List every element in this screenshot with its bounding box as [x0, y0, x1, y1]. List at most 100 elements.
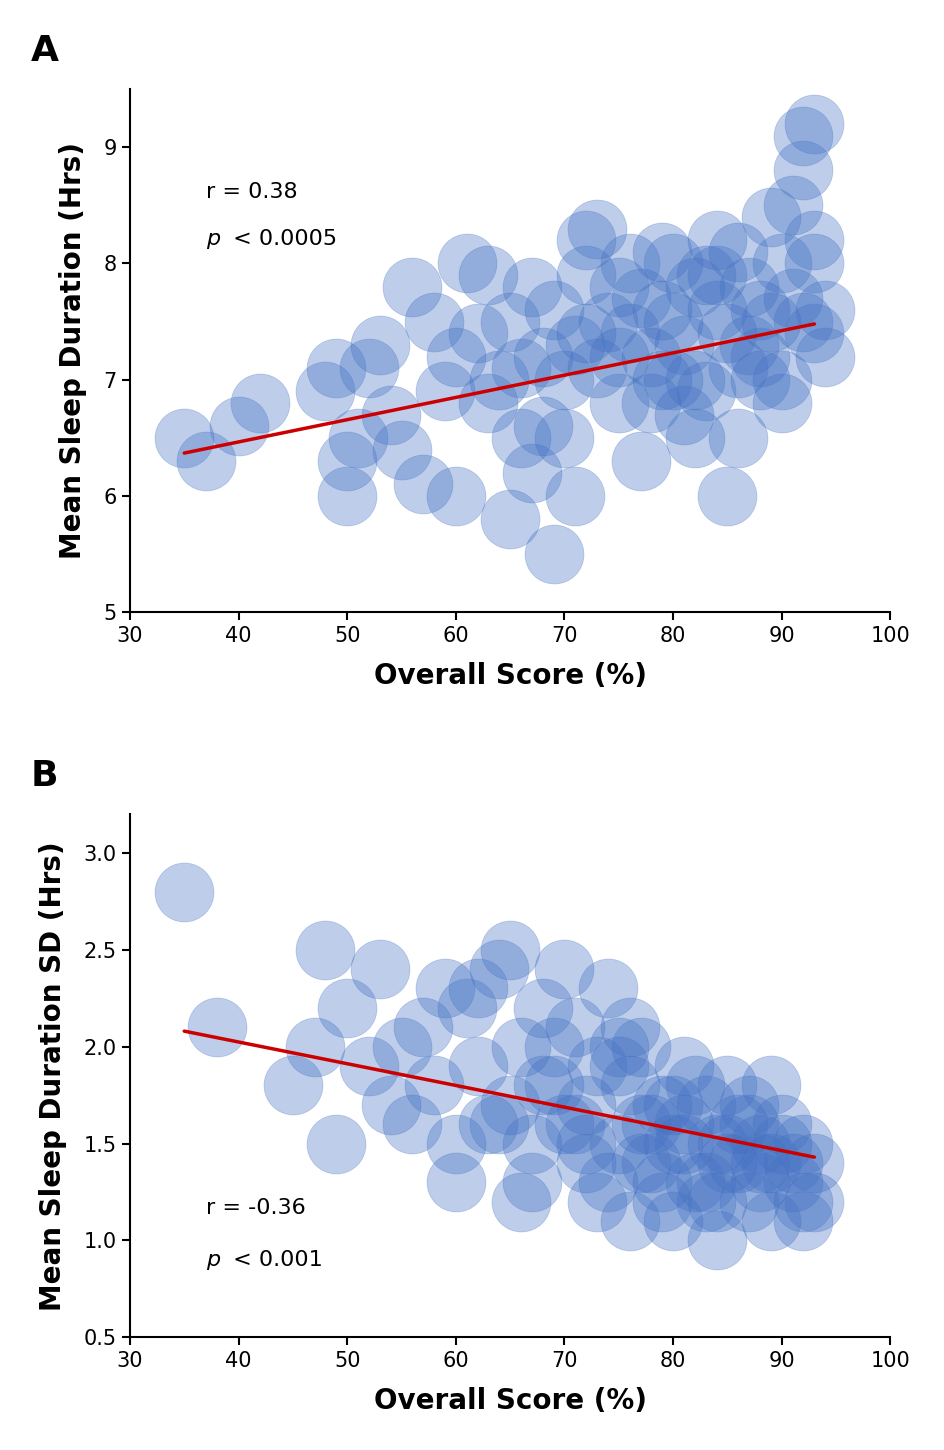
Point: [784, 287, 800, 310]
Point: [177, 880, 192, 903]
Point: [698, 264, 713, 287]
Point: [480, 1112, 496, 1135]
Point: [611, 1035, 626, 1058]
Point: [546, 542, 561, 566]
Point: [784, 1151, 800, 1174]
Point: [763, 310, 778, 334]
Point: [751, 1151, 767, 1174]
Point: [654, 241, 669, 264]
Point: [329, 1132, 344, 1156]
Text: < 0.0005: < 0.0005: [226, 229, 336, 248]
Point: [361, 357, 376, 380]
Point: [708, 264, 723, 287]
Point: [665, 310, 680, 334]
Point: [394, 438, 409, 461]
Point: [643, 1112, 658, 1135]
Point: [578, 229, 593, 252]
Point: [795, 1209, 810, 1232]
Point: [480, 264, 496, 287]
Point: [773, 1132, 788, 1156]
Point: [599, 977, 615, 1000]
Point: [621, 1074, 636, 1098]
Point: [469, 977, 484, 1000]
Point: [578, 1093, 593, 1116]
Point: [611, 276, 626, 299]
Point: [621, 252, 636, 276]
Point: [698, 1190, 713, 1214]
Point: [795, 1190, 810, 1214]
Point: [719, 1132, 734, 1156]
Text: r = 0.38: r = 0.38: [206, 183, 297, 202]
Point: [502, 310, 517, 334]
Point: [784, 194, 800, 218]
Point: [719, 1074, 734, 1098]
Point: [534, 1074, 549, 1098]
Point: [546, 1074, 561, 1098]
Point: [372, 334, 387, 357]
Point: [426, 310, 441, 334]
Point: [730, 357, 745, 380]
Point: [773, 252, 788, 276]
Point: [741, 1112, 756, 1135]
Point: [806, 322, 821, 345]
Point: [524, 1132, 539, 1156]
Point: [567, 334, 582, 357]
Point: [447, 484, 463, 507]
Point: [676, 334, 691, 357]
Point: [632, 1151, 648, 1174]
Point: [578, 322, 593, 345]
Point: [708, 1190, 723, 1214]
Point: [719, 1151, 734, 1174]
Point: [556, 957, 571, 980]
Point: [763, 206, 778, 229]
Point: [589, 1190, 604, 1214]
Point: [611, 345, 626, 368]
Point: [665, 1132, 680, 1156]
Point: [394, 1035, 409, 1058]
Point: [524, 1170, 539, 1193]
Point: [676, 1112, 691, 1135]
Point: [350, 426, 365, 450]
Point: [491, 368, 506, 392]
Point: [611, 1132, 626, 1156]
Point: [632, 1035, 648, 1058]
Point: [665, 1209, 680, 1232]
Point: [404, 1112, 419, 1135]
Point: [665, 368, 680, 392]
Point: [654, 368, 669, 392]
Point: [578, 1132, 593, 1156]
Point: [676, 1054, 691, 1077]
Point: [751, 1170, 767, 1193]
Point: [567, 484, 582, 507]
Point: [751, 368, 767, 392]
Point: [784, 1170, 800, 1193]
Point: [686, 426, 701, 450]
Point: [307, 1035, 322, 1058]
Point: [665, 252, 680, 276]
Point: [676, 403, 691, 426]
Point: [643, 1151, 658, 1174]
Point: [415, 1015, 430, 1038]
Point: [556, 1112, 571, 1135]
Point: [741, 276, 756, 299]
Point: [230, 415, 245, 438]
Text: p: p: [206, 229, 220, 248]
Point: [621, 322, 636, 345]
Point: [329, 357, 344, 380]
Point: [795, 123, 810, 146]
Point: [372, 957, 387, 980]
Point: [751, 1132, 767, 1156]
Y-axis label: Mean Sleep Duration SD (Hrs): Mean Sleep Duration SD (Hrs): [39, 841, 67, 1311]
Point: [773, 368, 788, 392]
Point: [447, 345, 463, 368]
Point: [524, 461, 539, 484]
Point: [447, 1132, 463, 1156]
Point: [317, 938, 332, 961]
Point: [654, 1170, 669, 1193]
Point: [806, 229, 821, 252]
Point: [513, 1035, 528, 1058]
Point: [751, 299, 767, 322]
Point: [817, 299, 832, 322]
Point: [686, 1074, 701, 1098]
Point: [751, 345, 767, 368]
